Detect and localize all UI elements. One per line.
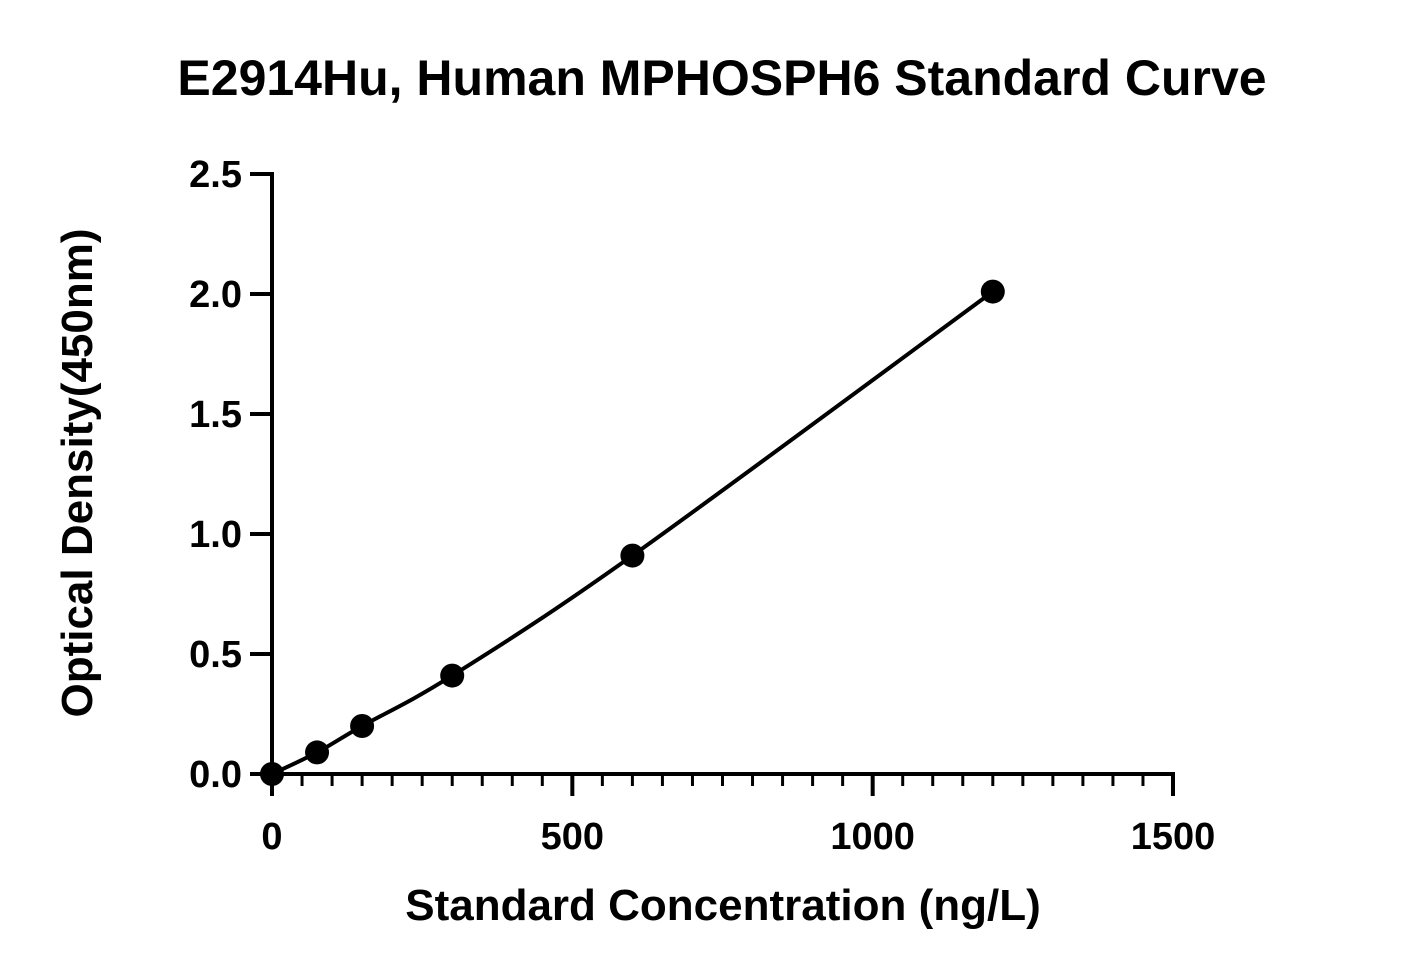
x-axis-label: Standard Concentration (ng/L) <box>405 881 1041 930</box>
fit-curve <box>271 289 994 776</box>
x-tick-label: 0 <box>261 816 282 858</box>
data-point <box>260 762 284 786</box>
y-tick-label: 2.0 <box>189 274 242 316</box>
y-tick-label: 1.0 <box>189 514 242 556</box>
chart-title: E2914Hu, Human MPHOSPH6 Standard Curve <box>177 50 1266 106</box>
y-tick-label: 0.0 <box>189 754 242 796</box>
axes: 0.0 0.5 1.0 1.5 2.0 2.5 0 500 1000 1500 <box>189 154 1215 858</box>
y-tick-label: 0.5 <box>189 634 242 676</box>
y-tick-label: 2.5 <box>189 154 242 196</box>
x-tick-label: 1000 <box>830 816 915 858</box>
x-tick-label: 500 <box>541 816 604 858</box>
y-tick-label: 1.5 <box>189 394 242 436</box>
data-points <box>260 279 1005 786</box>
x-tick-label: 1500 <box>1131 816 1216 858</box>
data-point <box>440 663 465 688</box>
data-point <box>305 740 330 765</box>
y-axis-label: Optical Density(450nm) <box>53 228 102 717</box>
data-point <box>350 714 375 738</box>
fit-curve-layer <box>271 289 994 776</box>
data-point <box>620 543 645 568</box>
data-point <box>980 279 1005 304</box>
